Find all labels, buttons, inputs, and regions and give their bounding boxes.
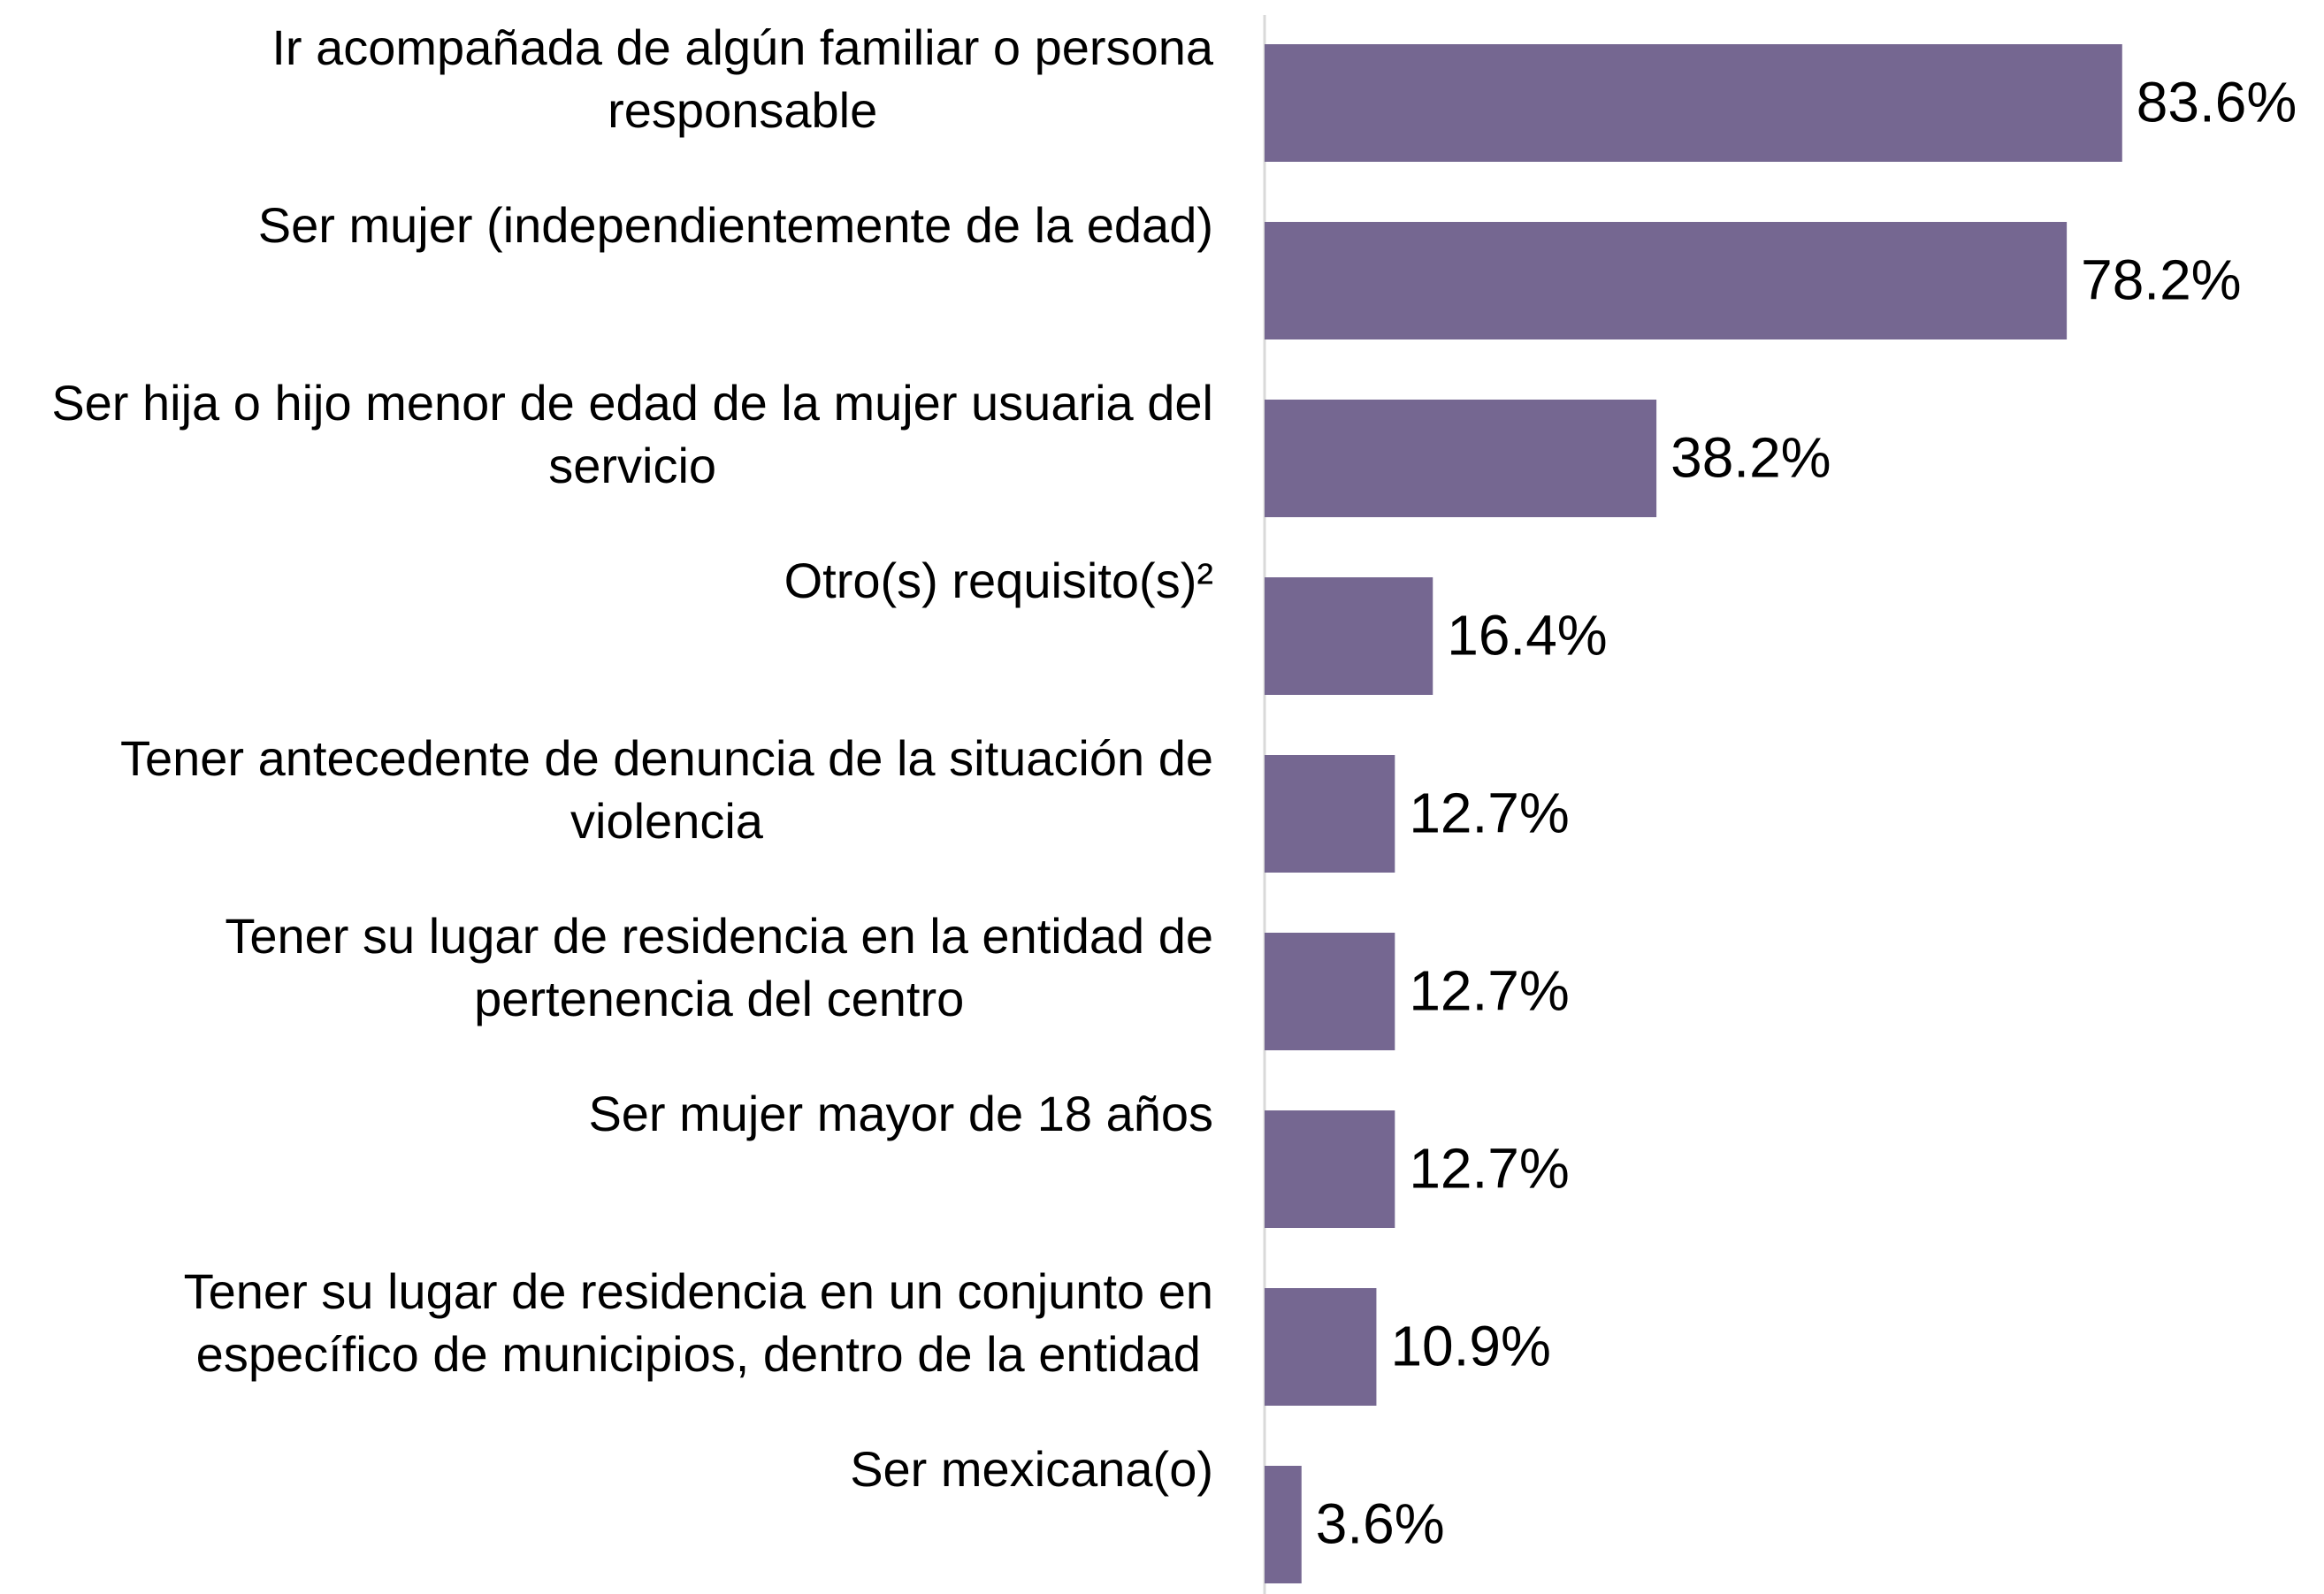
bar <box>1265 933 1395 1050</box>
bar <box>1265 222 2068 339</box>
category-label: Ser hija o hijo menor de edad de la muje… <box>51 375 1213 493</box>
category-label: Tener su lugar de residencia en la entid… <box>225 908 1213 1026</box>
value-label: 12.7% <box>1409 781 1569 844</box>
category-label: Ser mexicana(o) <box>850 1441 1213 1497</box>
bar <box>1265 44 2122 162</box>
bar <box>1265 400 1657 517</box>
value-label: 12.7% <box>1409 1136 1569 1200</box>
value-label: 12.7% <box>1409 958 1569 1022</box>
category-label: Otro(s) requisito(s)² <box>784 553 1213 608</box>
bar <box>1265 577 1433 695</box>
bar <box>1265 1288 1377 1406</box>
bar <box>1265 1466 1302 1583</box>
value-label: 3.6% <box>1316 1491 1445 1555</box>
category-label: Ir acompañada de algún familiar o person… <box>271 19 1214 138</box>
category-label: Tener su lugar de residencia en un conju… <box>184 1263 1213 1382</box>
value-label: 78.2% <box>2081 248 2241 311</box>
category-label: Ser mujer mayor de 18 años <box>588 1086 1213 1141</box>
category-label: Ser mujer (independientemente de la edad… <box>258 197 1213 253</box>
bar <box>1265 1110 1395 1228</box>
bar <box>1265 755 1395 873</box>
category-label: Tener antecedente de denuncia de la situ… <box>120 730 1213 849</box>
value-label: 16.4% <box>1447 603 1607 667</box>
value-label: 38.2% <box>1670 425 1831 489</box>
value-label: 83.6% <box>2137 70 2297 133</box>
value-label: 10.9% <box>1390 1314 1550 1377</box>
